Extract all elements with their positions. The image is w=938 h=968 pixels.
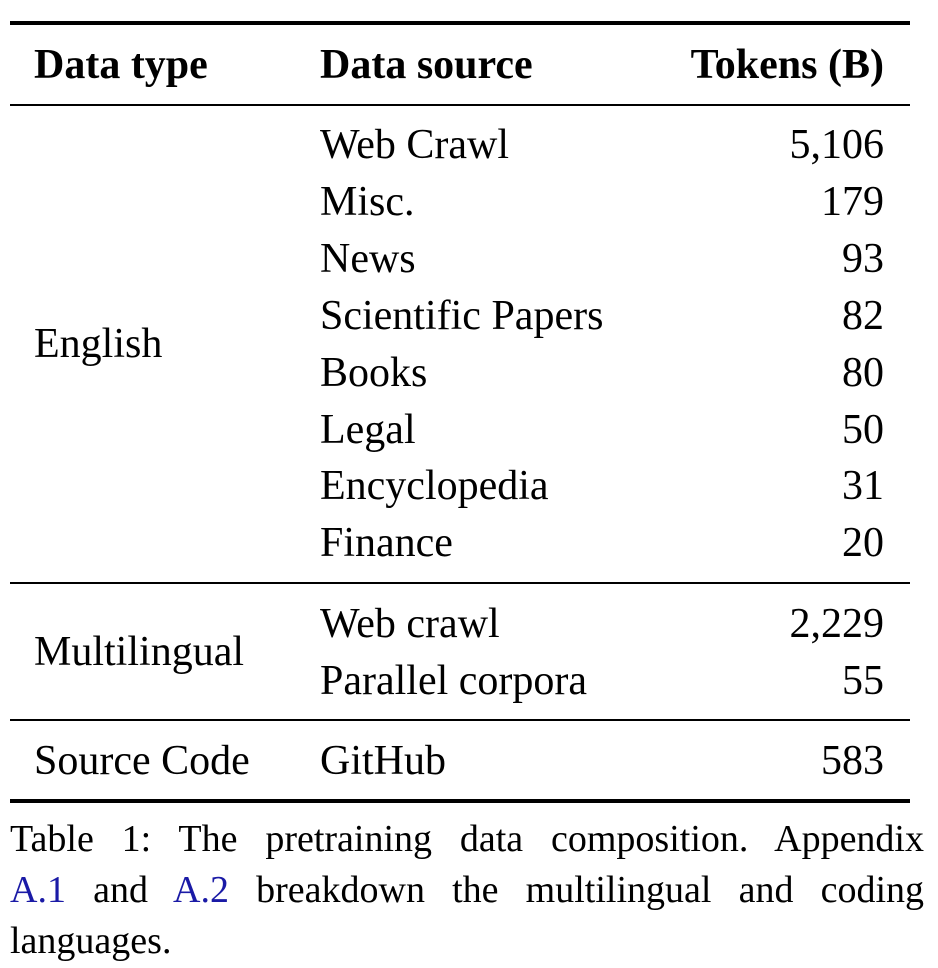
- table-caption: Table 1: The pretraining data compositio…: [10, 814, 924, 967]
- row-tokens: 583: [821, 738, 884, 784]
- row-source: Books: [320, 350, 428, 396]
- group-rule: [10, 719, 910, 721]
- row-source: Legal: [320, 407, 416, 453]
- row-source: Misc.: [320, 179, 415, 225]
- header-data-type: Data type: [34, 42, 208, 88]
- caption-text: breakdown the multilingual and coding: [256, 869, 925, 911]
- row-tokens: 55: [842, 658, 884, 704]
- row-tokens: 80: [842, 350, 884, 396]
- row-source: Web crawl: [320, 601, 500, 647]
- row-tokens: 50: [842, 407, 884, 453]
- row-tokens: 82: [842, 293, 884, 339]
- caption-line-3: languages.: [10, 920, 172, 962]
- caption-line-2: A.1 and A.2 breakdown the multilingual a…: [10, 865, 924, 916]
- row-source: Parallel corpora: [320, 658, 588, 704]
- appendix-a1-link[interactable]: A.1: [10, 869, 66, 911]
- row-source: News: [320, 236, 416, 282]
- row-tokens: 93: [842, 236, 884, 282]
- group-rule: [10, 582, 910, 584]
- row-tokens: 2,229: [789, 601, 885, 647]
- row-source: Finance: [320, 520, 453, 566]
- header-tokens: Tokens (B): [690, 42, 884, 88]
- row-tokens: 5,106: [789, 122, 885, 168]
- row-source: Scientific Papers: [320, 293, 604, 339]
- row-tokens: 179: [821, 179, 884, 225]
- row-tokens: 31: [842, 463, 884, 509]
- caption-line-1: Table 1: The pretraining data compositio…: [10, 818, 924, 860]
- table-bottom-rule: [10, 799, 910, 803]
- group-type-source-code: Source Code: [34, 738, 250, 784]
- group-type-multilingual: Multilingual: [34, 629, 244, 675]
- caption-text: and: [93, 869, 148, 911]
- row-source: Encyclopedia: [320, 463, 549, 509]
- row-source: Web Crawl: [320, 122, 510, 168]
- appendix-a2-link[interactable]: A.2: [173, 869, 229, 911]
- row-tokens: 20: [842, 520, 884, 566]
- header-rule: [10, 104, 910, 106]
- group-type-english: English: [34, 321, 163, 367]
- table-top-rule: [10, 21, 910, 25]
- row-source: GitHub: [320, 738, 446, 784]
- header-data-source: Data source: [320, 42, 533, 88]
